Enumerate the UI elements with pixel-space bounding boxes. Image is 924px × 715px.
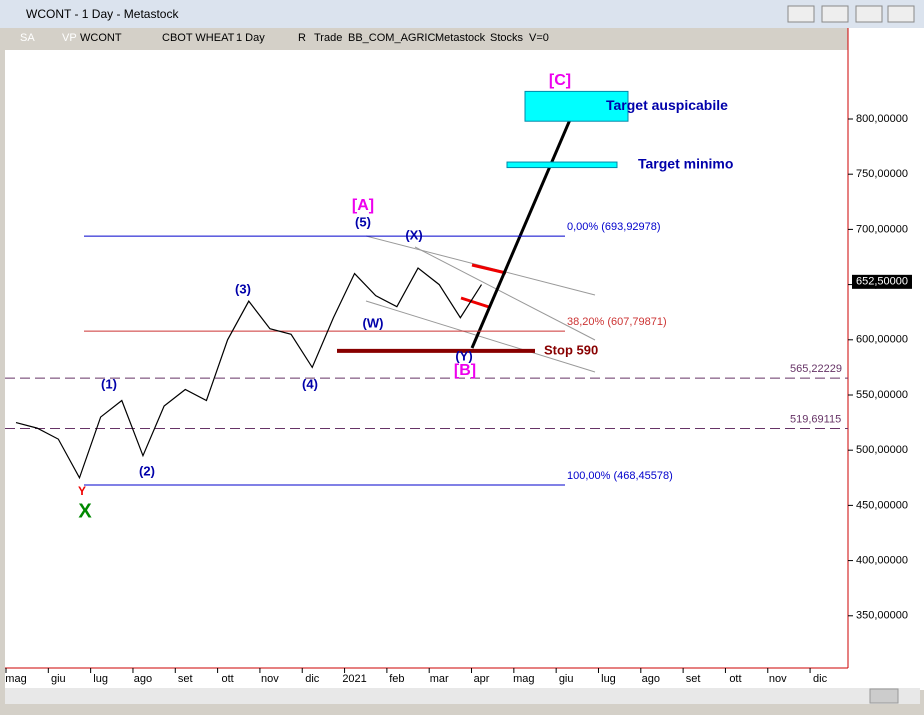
x-tick-label: dic <box>305 673 320 685</box>
y-tick-label: 350,00000 <box>856 610 908 622</box>
toolbar-item: CBOT WHEAT <box>162 32 235 44</box>
wave-label: [B] <box>454 362 476 379</box>
level-label: 0,00% (693,92978) <box>567 221 661 233</box>
x-tick-label: set <box>178 673 193 685</box>
toolbar-item: WCONT <box>80 32 122 44</box>
x-tick-label: set <box>686 673 701 685</box>
y-axis-area <box>848 28 924 668</box>
toolbar-item: R <box>298 32 306 44</box>
target-label: Target auspicabile <box>606 97 728 113</box>
level-label: 519,69115 <box>790 413 841 425</box>
y-tick-label: 500,00000 <box>856 444 908 456</box>
scroll-thumb[interactable] <box>869 688 899 704</box>
toolbar-item: Trade <box>314 32 342 44</box>
x-tick-label: feb <box>389 673 404 685</box>
wave-label: (X) <box>405 227 422 242</box>
wave-label: (3) <box>235 281 251 296</box>
y-tick-label: 450,00000 <box>856 499 908 511</box>
wave-label: (4) <box>302 376 318 391</box>
x-tick-label: ago <box>134 673 152 685</box>
y-tick-label: 550,00000 <box>856 389 908 401</box>
last-price-label: 652,50000 <box>856 276 908 288</box>
y-tick-label: 400,00000 <box>856 554 908 566</box>
x-tick-label: lug <box>601 673 616 685</box>
projection-arrow <box>470 107 577 349</box>
wave-label: [A] <box>352 197 374 214</box>
plot-area <box>5 50 848 668</box>
btn-min[interactable] <box>821 5 849 23</box>
window-title: WCONT - 1 Day - Metastock <box>26 7 179 21</box>
toolbar-item: 1 Day <box>236 32 265 44</box>
toolbar-item: VP <box>62 32 77 44</box>
x-tick-label: mag <box>513 673 534 685</box>
x-axis-area <box>5 668 924 690</box>
toolbar-item: Metastock <box>435 32 486 44</box>
target-zone <box>524 90 629 122</box>
toolbar-item: V=0 <box>529 32 549 44</box>
x-tick-label: mag <box>5 673 26 685</box>
marker <box>460 296 490 309</box>
btn-max[interactable] <box>855 5 883 23</box>
btn-close[interactable] <box>887 5 915 23</box>
wave-label: (1) <box>101 376 117 391</box>
wave-label: (5) <box>355 214 371 229</box>
x-tick-label: giu <box>51 673 66 685</box>
btn-restore[interactable] <box>787 5 815 23</box>
x-tick-label: ago <box>642 673 660 685</box>
toolbar-item: BB_COM_AGRIC <box>348 32 435 44</box>
x-tick-label: 2021 <box>342 673 366 685</box>
x-tick-label: lug <box>93 673 108 685</box>
marker <box>471 263 507 275</box>
channel <box>365 300 596 373</box>
wave-label: X <box>78 500 92 522</box>
level-label: 38,20% (607,79871) <box>567 316 667 328</box>
title-bar <box>0 0 924 28</box>
last-price-box <box>852 274 912 289</box>
x-tick-label: ott <box>729 673 741 685</box>
wave-label: (W) <box>363 315 384 330</box>
wave-label: Y <box>78 484 86 498</box>
x-tick-label: nov <box>769 673 787 685</box>
y-tick-label: 800,00000 <box>856 113 908 125</box>
scrollbar[interactable] <box>5 688 920 704</box>
x-tick-label: dic <box>813 673 828 685</box>
x-tick-label: ott <box>221 673 233 685</box>
x-tick-label: mar <box>430 673 449 685</box>
wave-label: (Y) <box>455 348 472 363</box>
y-tick-label: 750,00000 <box>856 168 908 180</box>
level-label: 565,22229 <box>790 363 842 375</box>
y-tick-label: 700,00000 <box>856 223 908 235</box>
wave-label: (2) <box>139 463 155 478</box>
channel <box>414 246 596 341</box>
wave-label: [C] <box>549 72 571 89</box>
price-line <box>15 267 483 480</box>
x-tick-label: giu <box>559 673 574 685</box>
toolbar-item: SA <box>20 32 35 44</box>
level-label: 100,00% (468,45578) <box>567 470 673 482</box>
target-zone <box>506 161 618 169</box>
x-tick-label: apr <box>474 673 490 685</box>
level-label: Stop 590 <box>544 342 598 357</box>
x-tick-label: nov <box>261 673 279 685</box>
toolbar-item: Stocks <box>490 32 524 44</box>
y-tick-label: 600,00000 <box>856 334 908 346</box>
target-label: Target minimo <box>638 156 733 172</box>
